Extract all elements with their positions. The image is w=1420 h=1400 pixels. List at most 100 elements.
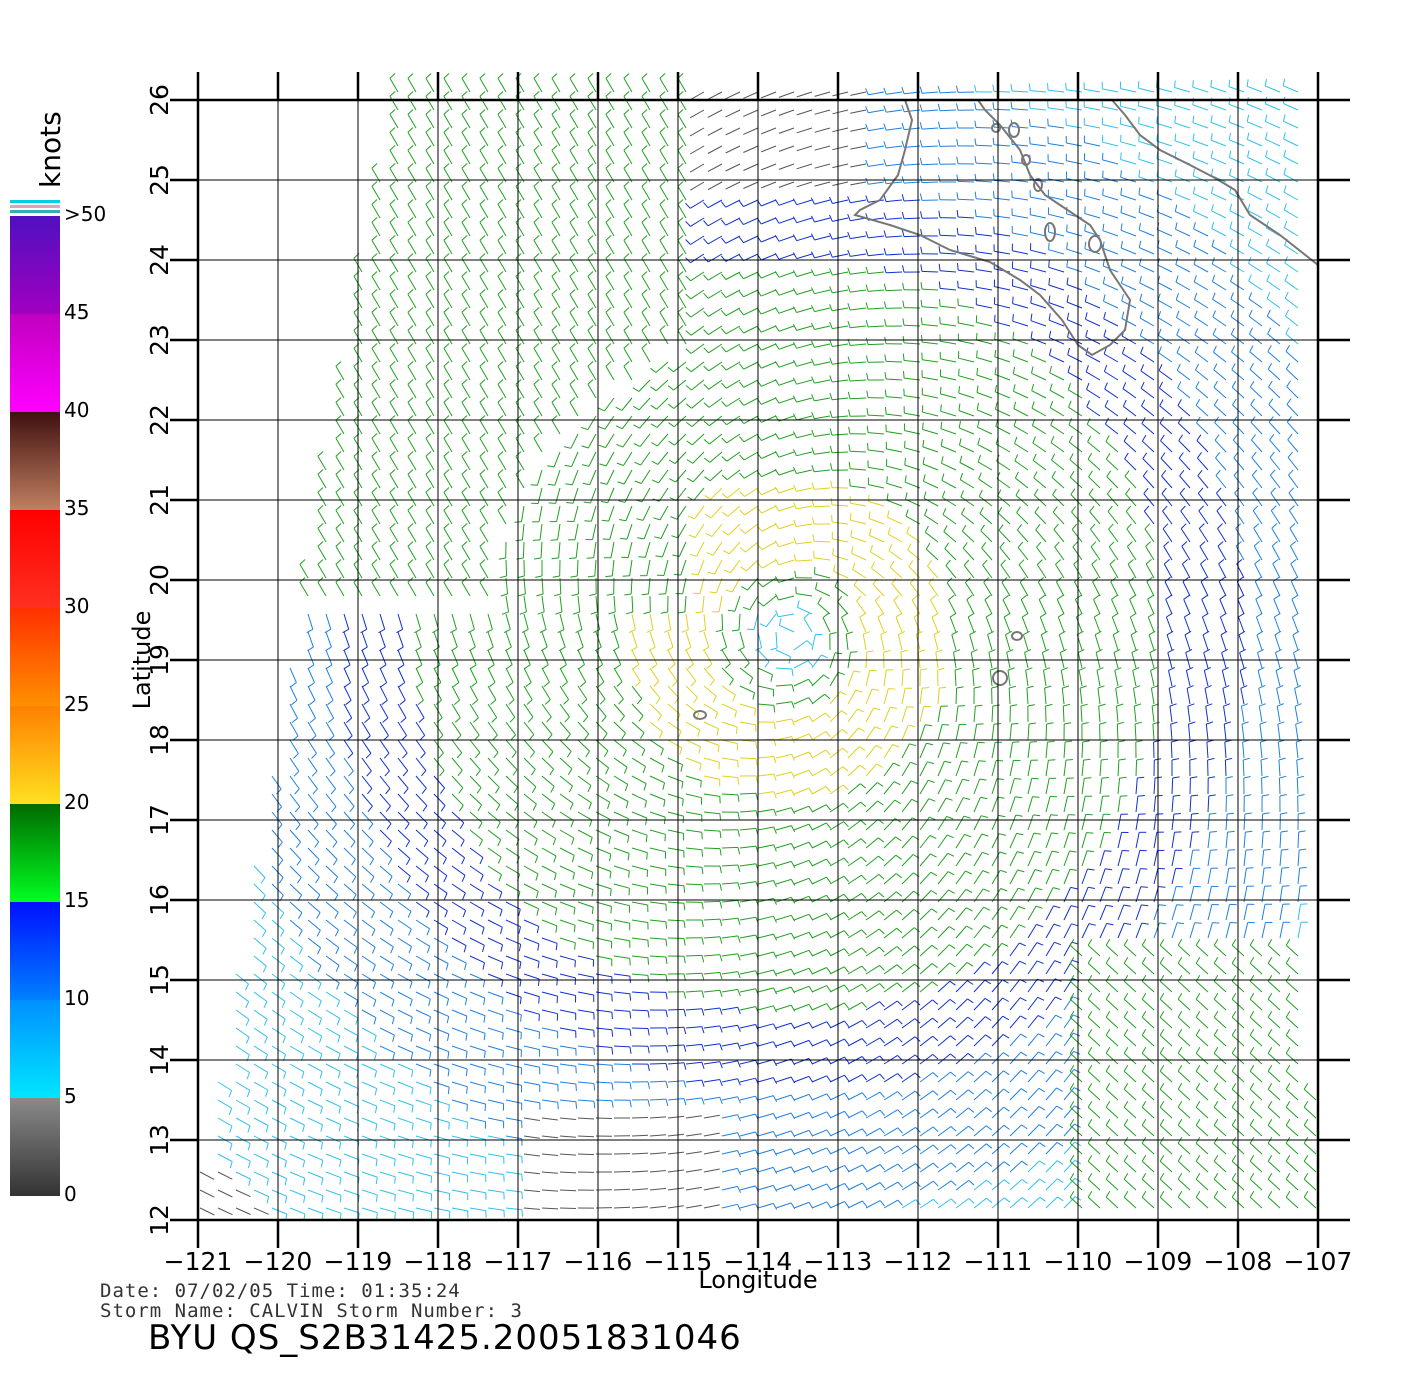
wind-barb <box>1210 79 1227 93</box>
wind-barb <box>721 1150 741 1158</box>
wind-barb <box>1048 277 1065 291</box>
wind-barb <box>1291 612 1299 633</box>
wind-barb <box>774 199 795 206</box>
wind-barb <box>973 997 992 1011</box>
wind-barb <box>325 739 336 759</box>
wind-barb <box>757 1059 778 1067</box>
wind-barb <box>532 505 543 523</box>
wind-barb <box>958 351 975 363</box>
wind-barb <box>811 287 831 295</box>
wind-barb <box>775 771 796 779</box>
wind-barb <box>1233 451 1245 471</box>
wind-barb <box>559 919 576 933</box>
wind-barb <box>497 361 507 381</box>
wind-barb <box>757 649 770 668</box>
colorbar-segment <box>10 216 60 314</box>
wind-barb <box>1105 435 1119 453</box>
wind-barb <box>433 919 449 936</box>
wind-barb <box>1235 523 1245 543</box>
wind-barb <box>977 455 993 471</box>
wind-barb <box>505 757 518 776</box>
wind-barb <box>541 1153 558 1156</box>
wind-barb <box>577 1045 595 1056</box>
wind-barb <box>691 559 705 576</box>
colorbar-segment <box>10 1000 60 1098</box>
wind-barb <box>865 1127 885 1137</box>
wind-barb <box>1193 204 1209 219</box>
wind-barb <box>415 1117 432 1130</box>
wind-barb <box>1063 740 1073 759</box>
wind-barb <box>1105 1172 1119 1191</box>
wind-barb <box>775 610 795 618</box>
wind-barb <box>415 757 427 777</box>
wind-barb <box>937 1035 957 1047</box>
wind-barb <box>379 703 389 723</box>
wind-barb <box>822 612 831 633</box>
wind-barb <box>703 757 720 770</box>
wind-barb <box>1027 1051 1045 1065</box>
wind-barb <box>451 649 459 670</box>
wind-barb <box>461 559 471 579</box>
wind-barb <box>659 253 669 273</box>
wind-barb <box>957 298 975 309</box>
wind-barb <box>289 1171 306 1186</box>
wind-barb <box>721 271 741 280</box>
wind-barb <box>1297 848 1307 867</box>
wind-barb <box>847 1019 867 1029</box>
wind-barb <box>775 968 796 976</box>
wind-barb <box>1177 1082 1191 1101</box>
wind-barb <box>1297 885 1308 903</box>
wind-barb <box>829 1128 850 1137</box>
wind-barb <box>739 523 759 534</box>
wind-barb <box>605 145 615 165</box>
wind-barb <box>1287 433 1299 453</box>
wind-barb <box>1009 942 1026 957</box>
wind-barb <box>623 127 633 147</box>
wind-barb <box>1105 1082 1119 1101</box>
colorbar-label: 45 <box>64 300 90 324</box>
wind-barb <box>721 1167 741 1176</box>
wind-barb <box>1049 383 1065 399</box>
wind-barb <box>1050 435 1065 453</box>
wind-barb <box>1029 154 1047 165</box>
wind-barb <box>1066 277 1083 291</box>
wind-barb <box>451 721 462 741</box>
wind-barb <box>1027 1160 1046 1173</box>
wind-barb <box>1063 1014 1080 1029</box>
wind-barb <box>793 1183 814 1191</box>
wind-barb <box>533 109 543 129</box>
wind-barb <box>1177 974 1191 993</box>
wind-barb <box>1141 1010 1155 1029</box>
wind-barb <box>721 667 734 686</box>
wind-barb <box>1009 1106 1028 1119</box>
wind-barb <box>883 964 903 975</box>
wind-barb <box>919 1180 939 1191</box>
wind-barb <box>235 1189 251 1198</box>
wind-barb <box>1067 383 1083 399</box>
wind-barb <box>1243 812 1252 831</box>
wind-barb <box>199 1171 215 1180</box>
wind-barb <box>559 1117 576 1120</box>
wind-barb <box>955 1198 975 1209</box>
wind-barb <box>253 991 268 1009</box>
wind-barb <box>461 379 471 399</box>
wind-barb <box>289 793 301 813</box>
wind-barb <box>641 127 651 147</box>
wind-barb <box>757 1131 778 1138</box>
wind-barb <box>703 989 723 997</box>
wind-barb <box>631 1045 650 1054</box>
wind-barb <box>721 469 741 481</box>
wind-barb <box>396 613 404 634</box>
wind-barb <box>687 487 705 501</box>
wind-barb <box>1240 685 1248 705</box>
wind-barb <box>757 1095 778 1103</box>
wind-barb <box>623 271 633 291</box>
latitude-tick-label: 25 <box>145 164 174 196</box>
wind-barb <box>793 502 813 510</box>
wind-barb <box>451 1171 469 1183</box>
wind-barb <box>649 793 666 807</box>
wind-barb <box>1102 223 1119 237</box>
wind-barb <box>1266 274 1281 291</box>
wind-barb <box>775 1112 796 1120</box>
wind-barb <box>361 847 375 866</box>
